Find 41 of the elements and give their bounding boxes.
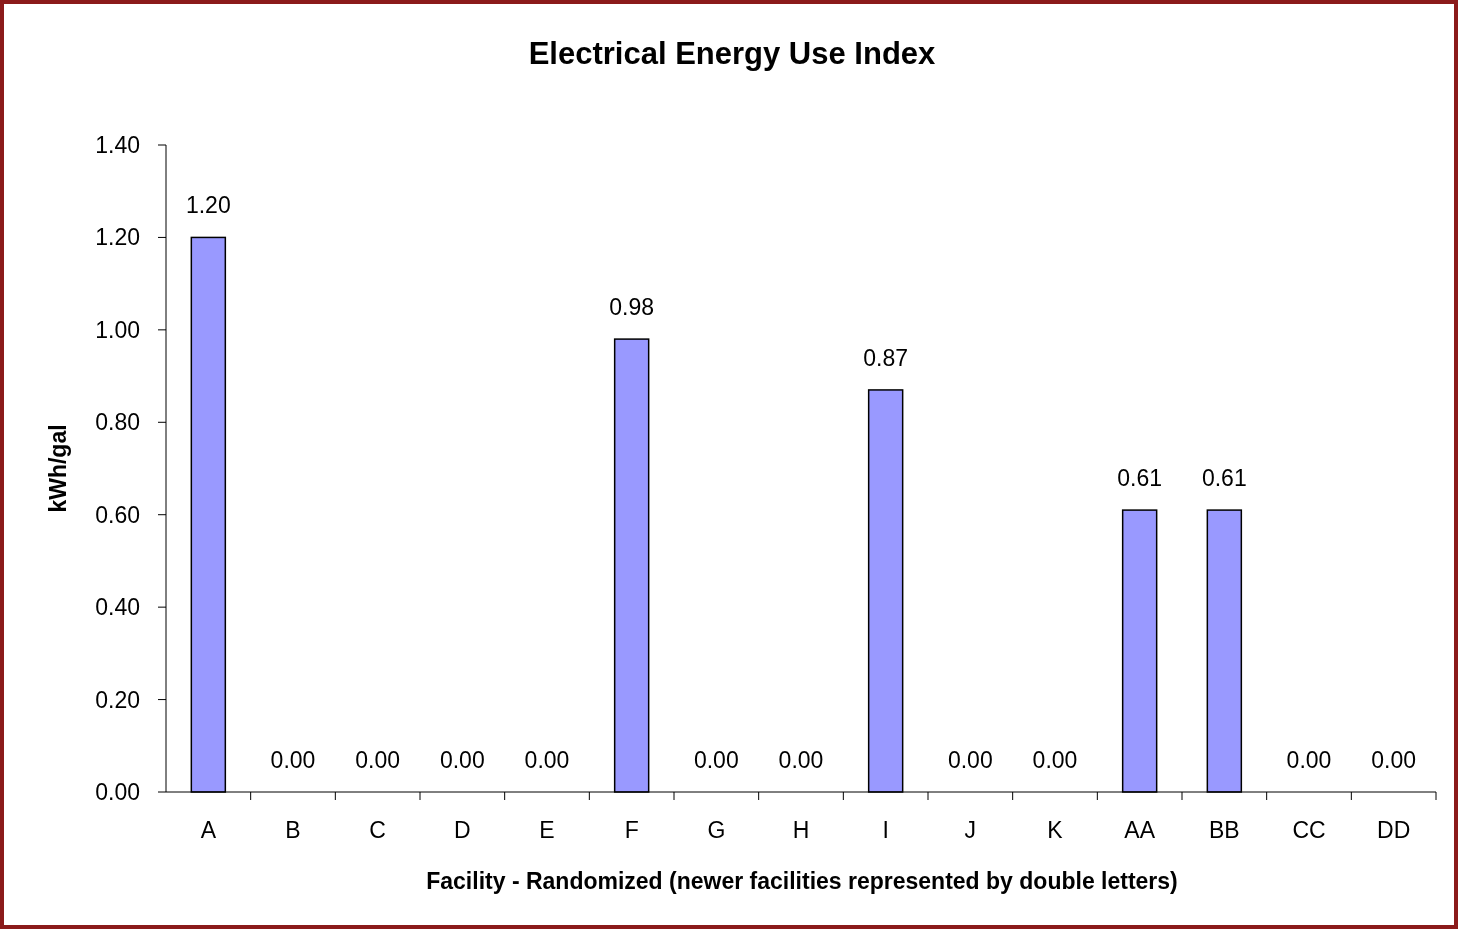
x-tick-label: F xyxy=(624,817,639,843)
x-tick-label: A xyxy=(200,817,217,843)
x-tick-label: H xyxy=(792,817,810,843)
data-label: 0.00 xyxy=(524,747,570,773)
y-axis-title: kWh/gal xyxy=(45,424,71,513)
y-tick-label: 0.00 xyxy=(95,779,140,805)
x-axis-title: Facility - Randomized (newer facilities represented by double letters) xyxy=(426,868,1178,894)
data-label: 0.00 xyxy=(1032,747,1078,773)
data-label: 0.61 xyxy=(1201,465,1247,492)
x-tick-label: I xyxy=(882,817,889,843)
data-label: 0.00 xyxy=(947,747,993,773)
y-tick-label: 0.20 xyxy=(95,686,140,713)
data-label: 0.00 xyxy=(355,747,401,773)
x-tick-label: B xyxy=(285,817,301,843)
y-tick-label: 0.60 xyxy=(95,501,140,528)
y-tick-label: 0.80 xyxy=(95,409,140,436)
data-label: 1.20 xyxy=(185,192,231,219)
x-tick-label: K xyxy=(1047,817,1064,843)
data-label: 0.00 xyxy=(1286,747,1332,773)
data-label: 0.00 xyxy=(439,747,485,773)
x-tick-label: J xyxy=(964,817,977,843)
chart-title: Electrical Energy Use Index xyxy=(528,36,937,71)
data-label: 0.00 xyxy=(778,747,824,773)
data-label: 0.00 xyxy=(270,747,316,773)
x-tick-label: CC xyxy=(1292,817,1326,843)
y-tick-label: 1.20 xyxy=(95,224,140,251)
x-tick-label: BB xyxy=(1208,817,1240,843)
x-tick-label: G xyxy=(707,817,726,843)
data-label: 0.00 xyxy=(1371,747,1417,773)
y-tick-label: 0.40 xyxy=(95,594,140,621)
x-tick-label: D xyxy=(454,817,471,843)
data-label: 0.61 xyxy=(1117,465,1163,492)
y-tick-label: 1.00 xyxy=(95,316,140,343)
data-label: 0.00 xyxy=(693,747,739,773)
x-tick-label: AA xyxy=(1124,817,1156,843)
y-tick-label: 1.40 xyxy=(95,132,140,158)
data-label: 0.98 xyxy=(609,294,655,321)
x-tick-label: DD xyxy=(1377,817,1411,843)
data-label: 0.87 xyxy=(863,344,909,371)
x-tick-label: E xyxy=(539,817,555,843)
x-tick-label: C xyxy=(369,817,386,843)
